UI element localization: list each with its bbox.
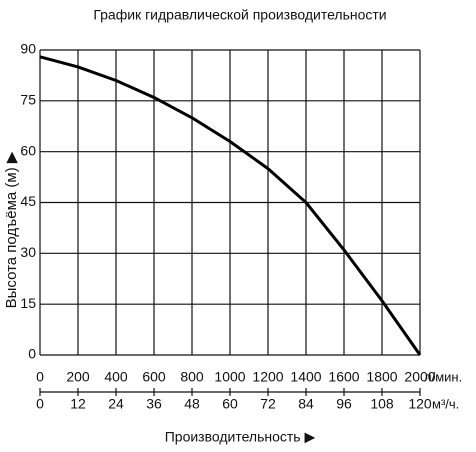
x-tick-label: 1800 xyxy=(366,369,397,385)
y-tick-label: 15 xyxy=(20,295,36,311)
x-axis-label: Производительность ▶ xyxy=(165,429,316,445)
y-tick-label: 60 xyxy=(20,142,36,158)
x2-tick-label: 108 xyxy=(370,396,394,412)
x-tick-label: 400 xyxy=(104,369,128,385)
x-tick-label: 2000 xyxy=(404,369,435,385)
x-tick-label: 800 xyxy=(180,369,204,385)
y-tick-label: 75 xyxy=(20,92,36,108)
x2-tick-label: 84 xyxy=(298,396,314,412)
x2-tick-label: 12 xyxy=(70,396,86,412)
y-axis-label: Высота подъёма (м) ▶ xyxy=(3,151,20,308)
x-tick-label: 600 xyxy=(142,369,166,385)
x2-tick-label: 96 xyxy=(336,396,352,412)
x2-tick-label: 72 xyxy=(260,396,276,412)
x-unit: л/мин. xyxy=(424,369,462,384)
x2-tick-label: 60 xyxy=(222,396,238,412)
x-tick-label: 200 xyxy=(66,369,90,385)
x-tick-label: 1400 xyxy=(290,369,321,385)
y-tick-label: 0 xyxy=(28,346,36,362)
chart-title: График гидравлической производительности xyxy=(93,7,386,23)
x2-tick-label: 24 xyxy=(108,396,124,412)
x2-tick-label: 0 xyxy=(36,396,44,412)
x2-unit: м³/ч. xyxy=(432,396,459,411)
x2-tick-label: 120 xyxy=(408,396,432,412)
x-tick-label: 1600 xyxy=(328,369,359,385)
curve xyxy=(39,55,422,356)
x2-tick-label: 48 xyxy=(184,396,200,412)
y-tick-label: 90 xyxy=(20,41,36,57)
x2-tick-label: 36 xyxy=(146,396,162,412)
x-tick-label: 1000 xyxy=(214,369,245,385)
x-tick-label: 0 xyxy=(36,369,44,385)
y-tick-label: 30 xyxy=(20,244,36,260)
x-tick-label: 1200 xyxy=(252,369,283,385)
y-tick-label: 45 xyxy=(20,193,36,209)
